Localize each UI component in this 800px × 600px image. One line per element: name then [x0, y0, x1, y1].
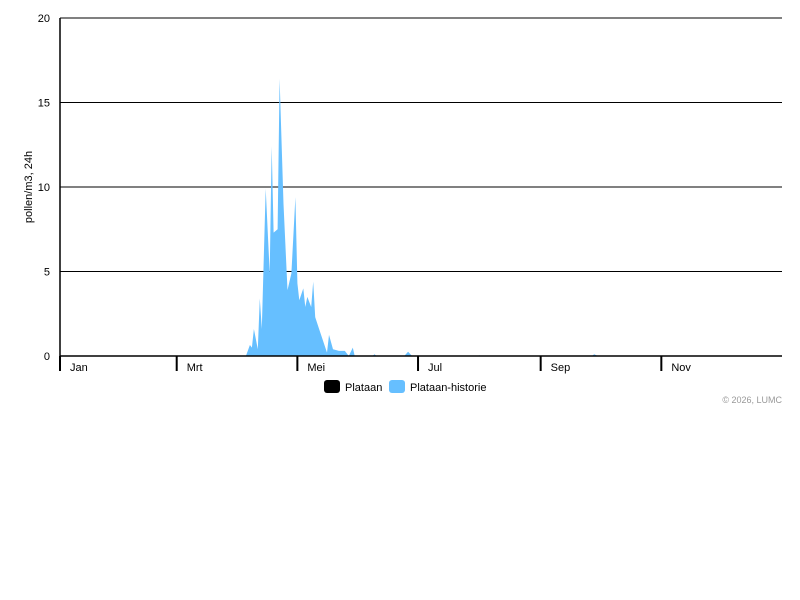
y-tick-label: 15: [38, 98, 50, 110]
x-tick-label: Nov: [671, 362, 691, 374]
legend-swatch-plataan-historie[interactable]: [389, 380, 405, 393]
y-tick-label: 0: [44, 351, 50, 363]
y-axis-label: pollen/m3, 24h: [23, 151, 35, 223]
x-tick-label: Jul: [428, 362, 442, 374]
series-area-plataan-historie: [244, 78, 598, 357]
legend-label-plataan-historie[interactable]: Plataan-historie: [410, 382, 486, 394]
y-tick-label: 10: [38, 182, 50, 194]
y-tick-label: 5: [44, 267, 50, 279]
y-tick-label: 20: [38, 13, 50, 25]
legend: Plataan Plataan-historie: [324, 380, 486, 394]
x-tick-label: Mrt: [187, 362, 203, 374]
x-tick-label: Sep: [551, 362, 571, 374]
x-tick-label: Mei: [307, 362, 325, 374]
legend-swatch-plataan[interactable]: [324, 380, 340, 393]
legend-label-plataan[interactable]: Plataan: [345, 382, 382, 394]
x-tick-label: Jan: [70, 362, 88, 374]
credit-text: © 2026, LUMC: [722, 395, 782, 405]
